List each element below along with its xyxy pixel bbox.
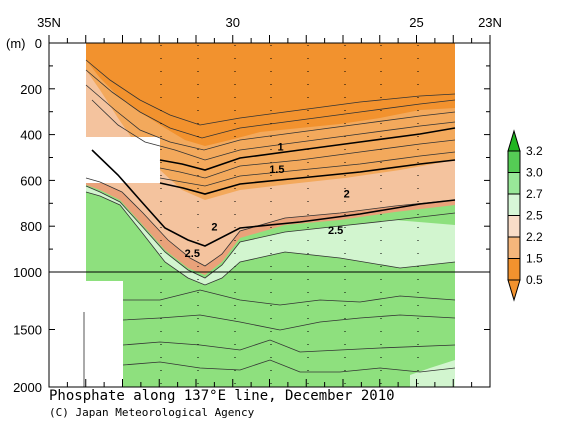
axis-ticks — [48, 35, 491, 388]
lat-tick-label: 25 — [409, 15, 423, 30]
colorbar-segment — [507, 215, 521, 238]
contour-lines-bold — [91, 127, 456, 247]
depth-unit-label: (m) — [6, 36, 26, 51]
depth-tick-label: 800 — [20, 219, 42, 234]
colorbar-segment — [507, 258, 521, 281]
depth-tick-label: 0 — [35, 36, 42, 51]
contour-label: 1 — [277, 141, 283, 153]
colorbar-level-label: 3.0 — [526, 166, 543, 180]
colorbar-segment — [507, 236, 521, 259]
axis-labels: 35N 30 25 23N 0 200 400 600 800 1000 1500 2000 (m) — [6, 15, 502, 395]
colorbar-segment — [507, 172, 521, 195]
colorbar-segment — [507, 193, 521, 216]
lat-tick-label: 23N — [478, 15, 502, 30]
depth-tick-label: 1000 — [13, 265, 42, 280]
contour-lines — [85, 59, 456, 373]
contour-label: 2.5 — [185, 248, 200, 260]
depth-tick-label: 400 — [20, 128, 42, 143]
colorbar-level-label: 2.2 — [526, 230, 543, 244]
contour-label: 2 — [344, 188, 350, 200]
station-lines — [160, 45, 419, 385]
colorbar-level-label: 2.5 — [526, 209, 543, 223]
depth-tick-label: 2000 — [13, 380, 42, 395]
chart-title: Phosphate along 137°E line, December 201… — [49, 388, 395, 404]
depth-tick-label: 600 — [20, 173, 42, 188]
depth-tick-label: 1500 — [13, 323, 42, 338]
lat-tick-label: 30 — [226, 15, 240, 30]
colorbar-level-label: 3.2 — [526, 144, 543, 158]
section-fill — [83, 43, 455, 387]
colorbar: 3.2 3.0 2.7 2.5 2.2 1.5 0.5 — [507, 129, 543, 302]
colorbar-bottom-arrow — [507, 279, 521, 302]
contour-label: 2 — [211, 221, 217, 233]
colorbar-level-label: 0.5 — [526, 273, 543, 287]
colorbar-top-arrow — [507, 129, 521, 152]
contour-labels: 1 1.5 2 2 2.5 2.5 — [185, 141, 350, 260]
colorbar-level-label: 1.5 — [526, 252, 543, 266]
contour-label: 2.5 — [328, 225, 343, 237]
depth-tick-label: 200 — [20, 82, 42, 97]
lat-tick-label: 35N — [37, 15, 61, 30]
colorbar-segment — [507, 150, 521, 173]
contour-label: 1.5 — [269, 164, 284, 176]
credit-text: (C) Japan Meteorological Agency — [49, 406, 255, 419]
colorbar-level-label: 2.7 — [526, 187, 543, 201]
